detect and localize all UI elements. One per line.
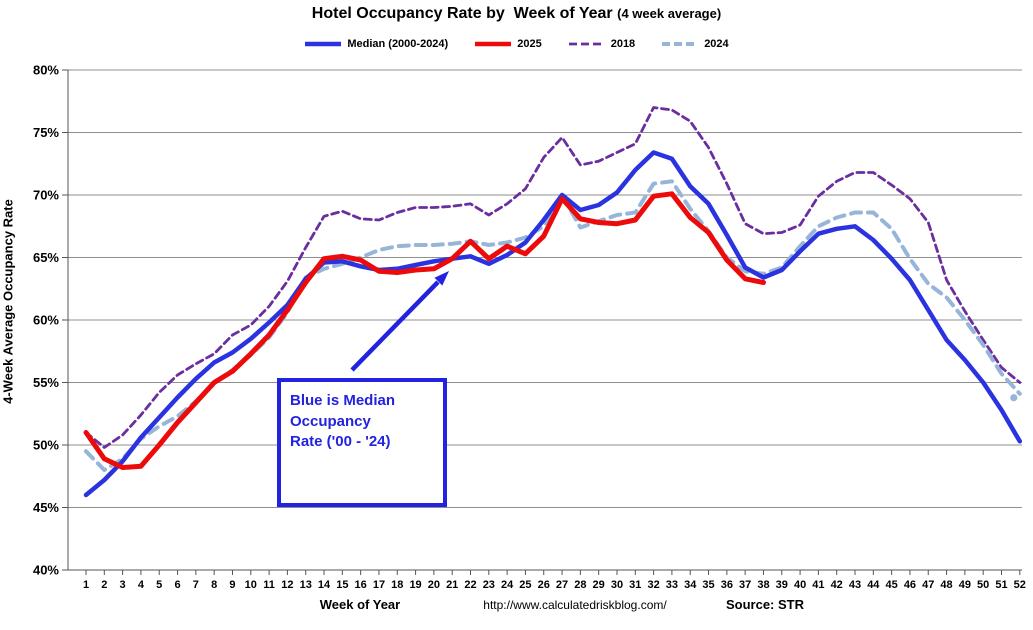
y-tick-label: 40% xyxy=(33,563,59,578)
x-axis-title: Week of Year xyxy=(319,597,401,612)
x-tick-label: 25 xyxy=(519,579,531,591)
x-tick-label: 33 xyxy=(666,579,678,591)
y-tick-label: 75% xyxy=(33,125,59,140)
x-tick-label: 3 xyxy=(120,579,126,591)
annotation-arrowhead xyxy=(434,271,449,286)
x-tick-label: 48 xyxy=(940,579,952,591)
x-tick-label: 43 xyxy=(849,579,861,591)
legend-swatch xyxy=(305,41,342,47)
series-2025 xyxy=(83,191,766,470)
x-tick-label: 18 xyxy=(391,579,403,591)
legend-label: 2018 xyxy=(610,38,636,50)
annotation-line: Occupancy xyxy=(290,412,371,430)
x-tick-label: 22 xyxy=(464,579,476,591)
x-tick-label: 4 xyxy=(138,579,145,591)
x-tick-label: 44 xyxy=(867,579,880,591)
x-tick-label: 45 xyxy=(886,579,898,591)
x-tick-label: 11 xyxy=(263,579,275,591)
x-tick-label: 9 xyxy=(229,579,235,591)
x-tick-label: 17 xyxy=(373,579,385,591)
x-tick-label: 13 xyxy=(300,579,312,591)
legend-label: 2024 xyxy=(704,38,729,50)
x-tick-label: 12 xyxy=(281,579,293,591)
annotation-line: Blue is Median xyxy=(290,392,396,409)
x-tick-label: 32 xyxy=(647,579,659,591)
y-tick-label: 70% xyxy=(33,188,59,203)
y-tick-label: 80% xyxy=(33,63,59,78)
chart-title: Hotel Occupancy Rate by Week of Year xyxy=(311,5,618,22)
x-tick-label: 31 xyxy=(629,579,641,591)
x-tick-label: 46 xyxy=(904,579,916,591)
y-axis-title: 4-Week Average Occupancy Rate xyxy=(0,199,16,404)
x-tick-label: 21 xyxy=(446,579,458,591)
y-tick-label: 60% xyxy=(33,313,59,328)
x-tick-label: 40 xyxy=(794,579,806,591)
x-tick-label: 42 xyxy=(831,579,843,591)
legend-item-2024: 2024 xyxy=(661,38,729,50)
series-2018 xyxy=(84,106,1022,449)
x-tick-label: 24 xyxy=(501,579,514,591)
x-tick-label: 14 xyxy=(318,579,331,591)
y-tick-label: 65% xyxy=(33,250,59,265)
source-label: Source: STR xyxy=(725,597,804,612)
y-tick-label: 45% xyxy=(33,500,59,515)
annotation-line: Rate ('00 - '24) xyxy=(290,433,391,451)
series-end-dot xyxy=(1010,394,1018,402)
x-tick-label: 35 xyxy=(702,579,714,591)
x-tick-label: 29 xyxy=(593,579,605,591)
legend-swatch xyxy=(568,42,605,46)
chart-title-suffix: (4 week average) xyxy=(617,6,722,21)
x-tick-label: 20 xyxy=(428,579,440,591)
x-tick-label: 49 xyxy=(959,579,971,591)
x-tick-label: 34 xyxy=(684,579,697,591)
y-tick-label: 55% xyxy=(33,375,59,390)
x-tick-label: 28 xyxy=(574,579,586,591)
x-tick-label: 38 xyxy=(757,579,769,591)
x-tick-label: 52 xyxy=(1014,579,1026,591)
series-median-2000-2024- xyxy=(83,150,1023,498)
x-tick-label: 39 xyxy=(776,579,788,591)
legend-item-2025: 2025 xyxy=(474,38,542,50)
x-tick-label: 10 xyxy=(245,579,257,591)
x-tick-label: 51 xyxy=(995,579,1007,591)
legend-item-median-2000-2024-: Median (2000-2024) xyxy=(304,38,448,50)
x-tick-label: 1 xyxy=(83,579,89,591)
legend-label: Median (2000-2024) xyxy=(347,38,449,50)
x-tick-label: 2 xyxy=(101,579,107,591)
annotation-box: Blue is Median Occupancy Rate ('00 - '24… xyxy=(277,378,447,507)
x-tick-label: 8 xyxy=(211,579,217,591)
source-url: http://www.calculatedriskblog.com/ xyxy=(483,598,667,612)
x-tick-label: 27 xyxy=(556,579,568,591)
x-tick-label: 19 xyxy=(409,579,421,591)
x-tick-label: 23 xyxy=(483,579,495,591)
x-tick-label: 36 xyxy=(721,579,733,591)
legend-item-2018: 2018 xyxy=(568,38,635,50)
y-tick-label: 50% xyxy=(33,438,59,453)
x-tick-label: 15 xyxy=(336,579,348,591)
x-tick-label: 47 xyxy=(922,579,934,591)
x-tick-label: 16 xyxy=(355,579,367,591)
x-tick-label: 37 xyxy=(739,579,751,591)
legend-swatch xyxy=(475,41,512,47)
x-tick-label: 6 xyxy=(174,579,180,591)
annotation-arrow xyxy=(350,280,440,372)
series-2024 xyxy=(84,179,1022,472)
x-tick-label: 50 xyxy=(977,579,989,591)
x-tick-label: 30 xyxy=(611,579,623,591)
chart-legend: Median (2000-2024) 2025 2018 2024 xyxy=(0,38,1033,50)
legend-label: 2025 xyxy=(517,38,542,50)
x-tick-label: 41 xyxy=(812,579,824,591)
page-title: Hotel Occupancy Rate by Week of Year (4 … xyxy=(0,5,1033,23)
legend-swatch xyxy=(662,42,699,46)
x-tick-label: 5 xyxy=(156,579,162,591)
x-tick-label: 7 xyxy=(193,579,199,591)
x-tick-label: 26 xyxy=(538,579,550,591)
